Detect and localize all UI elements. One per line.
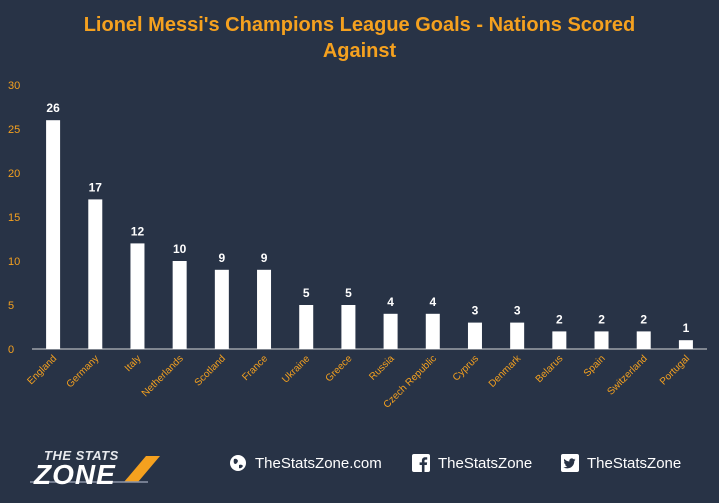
x-tick-label: Spain (582, 353, 608, 379)
data-label: 5 (345, 286, 352, 300)
facebook-link[interactable]: TheStatsZone (412, 454, 532, 472)
x-tick-label: Switzerland (606, 353, 650, 397)
data-label: 4 (429, 295, 436, 309)
x-tick-label: Russia (367, 353, 397, 383)
y-tick-label: 30 (8, 80, 20, 92)
bar (257, 269, 272, 349)
data-label: 2 (640, 312, 647, 326)
x-tick-label: Germany (65, 353, 102, 390)
x-tick-label: England (25, 353, 59, 387)
bar-chart: 05101520253026England17Germany12Italy10N… (8, 80, 707, 411)
x-tick-label: Belarus (534, 353, 566, 385)
data-label: 2 (556, 312, 563, 326)
x-tick-label: Italy (123, 353, 144, 374)
bar (594, 331, 609, 349)
data-label: 9 (219, 251, 226, 265)
y-tick-label: 20 (8, 168, 20, 180)
facebook-icon (412, 454, 430, 472)
data-label: 3 (472, 304, 479, 318)
bar (552, 331, 567, 349)
x-tick-label: Cyprus (451, 353, 481, 383)
twitter-icon (561, 454, 579, 472)
x-tick-label: Ukraine (280, 353, 312, 385)
logo-text-bottom: ZONE (34, 459, 116, 490)
x-tick-label: Denmark (487, 353, 524, 390)
bar (678, 340, 693, 349)
x-tick-label: Greece (324, 353, 355, 384)
y-tick-label: 5 (8, 300, 14, 312)
data-label: 4 (387, 295, 394, 309)
x-tick-label: Portugal (658, 353, 692, 387)
bar (425, 313, 440, 349)
logo-text-top: THE STATS (44, 448, 119, 463)
stats-zone-logo: THE STATS ZONE (28, 442, 168, 494)
data-label: 17 (89, 180, 103, 194)
bar (383, 313, 398, 349)
bar (172, 261, 187, 349)
bar (467, 322, 482, 349)
x-tick-label: France (240, 353, 270, 383)
logo-swoosh-icon (30, 456, 160, 483)
bar (510, 322, 525, 349)
y-tick-label: 25 (8, 124, 20, 136)
y-tick-label: 15 (8, 212, 20, 224)
bar (130, 243, 145, 349)
x-tick-label: Netherlands (140, 353, 186, 399)
website-link[interactable]: TheStatsZone.com (229, 454, 382, 472)
data-label: 10 (173, 242, 187, 256)
chart-title: Lionel Messi's Champions League Goals - … (83, 14, 636, 62)
data-label: 26 (46, 101, 60, 115)
bar (341, 305, 356, 349)
y-tick-label: 10 (8, 256, 20, 268)
globe-icon (229, 454, 247, 472)
bar (214, 269, 229, 349)
data-label: 5 (303, 286, 310, 300)
bar (88, 199, 103, 349)
data-label: 2 (598, 312, 605, 326)
bar (636, 331, 651, 349)
data-label: 12 (131, 224, 145, 238)
footer: THE STATS ZONE TheStatsZone.com TheStats… (0, 432, 719, 503)
bar (299, 305, 314, 349)
data-label: 9 (261, 251, 268, 265)
data-label: 1 (683, 321, 690, 335)
twitter-link[interactable]: TheStatsZone (561, 454, 681, 472)
website-label[interactable]: TheStatsZone.com (255, 454, 382, 472)
bar (46, 120, 61, 349)
y-tick-label: 0 (8, 344, 14, 356)
x-tick-label: Scotland (193, 353, 228, 388)
data-label: 3 (514, 304, 521, 318)
facebook-label[interactable]: TheStatsZone (438, 454, 533, 472)
twitter-label[interactable]: TheStatsZone (587, 454, 682, 472)
